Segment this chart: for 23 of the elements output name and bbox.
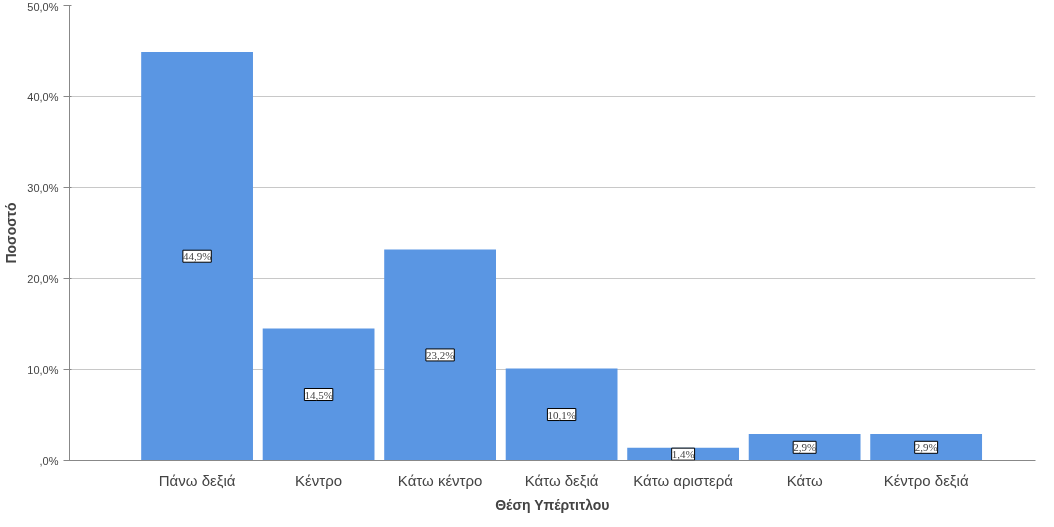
x-tick-label: Κάτω κέντρο xyxy=(397,471,483,489)
y-tick-label: 40,0% xyxy=(27,90,59,103)
x-tick-label: Πάνω δεξιά xyxy=(158,471,236,489)
x-axis-title: Θέση Υπέρτιτλου xyxy=(495,496,610,513)
bar xyxy=(384,249,496,461)
y-axis-title: Ποσοστό xyxy=(3,202,20,264)
bar xyxy=(262,328,375,461)
bar xyxy=(870,434,983,461)
x-tick-label: Κέντρο xyxy=(295,471,343,489)
x-tick-label: Κάτω δεξιά xyxy=(524,471,599,489)
bar xyxy=(141,51,253,461)
bar xyxy=(505,368,618,461)
data-label: 44,9% xyxy=(182,250,212,263)
y-tick-label: 20,0% xyxy=(27,272,59,285)
x-tick-label: Κάτω αριστερά xyxy=(633,471,734,489)
y-tick-label: 10,0% xyxy=(27,363,59,376)
data-label: 23,2% xyxy=(425,348,455,361)
y-tick-label: ,0% xyxy=(39,454,59,467)
x-tick-label: Κέντρο δεξιά xyxy=(883,471,969,489)
x-tick-label: Κάτω xyxy=(786,471,823,489)
bar xyxy=(748,434,861,461)
y-tick-label: 50,0% xyxy=(27,0,59,13)
y-tick-label: 30,0% xyxy=(27,181,59,194)
